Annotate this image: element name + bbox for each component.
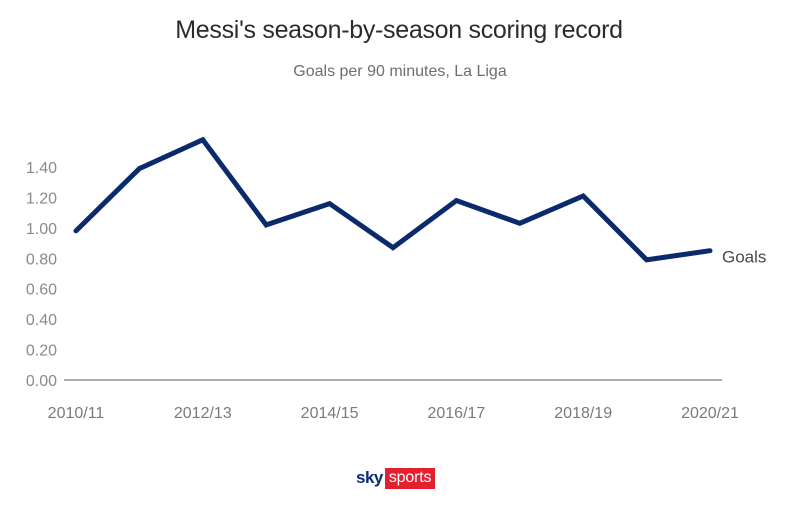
y-tick-label: 0.60 (26, 282, 57, 299)
y-tick-label: 0.80 (26, 251, 57, 268)
y-tick-label: 1.40 (26, 160, 57, 177)
chart-title: Messi's season-by-season scoring record (175, 16, 623, 44)
x-tick-label: 2012/13 (174, 405, 232, 422)
chart-subtitle: Goals per 90 minutes, La Liga (293, 63, 507, 80)
y-tick-label: 0.20 (26, 343, 57, 360)
x-axis-ticks: 2010/11 2012/13 2014/15 2016/17 2018/19 2020/… (48, 405, 739, 422)
logo-sports-text: sports (384, 467, 436, 489)
y-axis-ticks: 0.00 0.20 0.40 0.60 0.80 1.00 1.20 1.40 (26, 160, 57, 390)
logo-sky-text: sky (356, 468, 383, 487)
sky-sports-logo: sky sports (356, 467, 436, 489)
y-tick-label: 0.00 (26, 373, 57, 390)
y-tick-label: 1.20 (26, 190, 57, 207)
x-tick-label: 2016/17 (427, 405, 485, 422)
y-tick-label: 0.40 (26, 312, 57, 329)
x-tick-label: 2010/11 (48, 405, 105, 422)
x-tick-label: 2020/21 (681, 405, 739, 422)
series-label-goals: Goals (722, 248, 766, 267)
x-tick-label: 2014/15 (301, 405, 359, 422)
goals-series-line (73, 136, 713, 263)
x-tick-label: 2018/19 (554, 405, 612, 422)
y-tick-label: 1.00 (26, 221, 57, 238)
